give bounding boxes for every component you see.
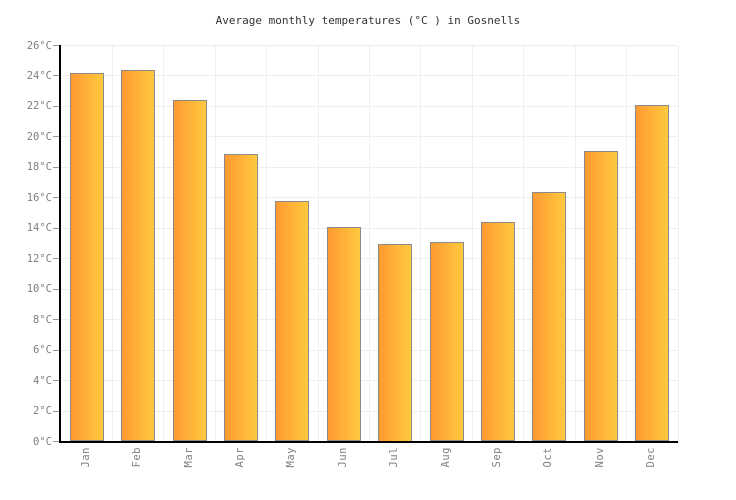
y-axis-label: 22°C <box>26 100 52 113</box>
v-gridline <box>317 45 319 442</box>
bar-oct <box>532 191 567 442</box>
y-axis-label: 10°C <box>26 283 52 296</box>
y-axis-tick <box>53 75 59 77</box>
y-axis-label: 26°C <box>26 39 52 52</box>
y-axis-tick <box>53 136 59 138</box>
x-axis-label-apr: Apr <box>233 446 246 467</box>
x-axis-label-jul: Jul <box>388 446 401 467</box>
bar-aug <box>429 241 464 442</box>
x-axis-label-dec: Dec <box>645 446 658 467</box>
x-axis-label-jun: Jun <box>336 446 349 467</box>
bar-feb <box>121 69 156 442</box>
v-gridline <box>111 45 113 442</box>
bar-nov <box>583 150 618 442</box>
bar-sep <box>481 222 516 442</box>
y-axis-label: 6°C <box>33 344 52 357</box>
bar-mar <box>172 100 207 442</box>
x-axis-label-feb: Feb <box>131 446 144 467</box>
x-axis-label-jan: Jan <box>79 446 92 467</box>
y-axis-tick <box>53 197 59 199</box>
v-gridline <box>574 45 576 442</box>
y-axis-label: 16°C <box>26 191 52 204</box>
y-axis-tick <box>53 227 59 229</box>
y-axis-tick <box>53 410 59 412</box>
x-axis-label-mar: Mar <box>182 446 195 467</box>
y-axis-tick <box>53 380 59 382</box>
y-axis-label: 14°C <box>26 222 52 235</box>
v-gridline <box>626 45 628 442</box>
y-axis-label: 8°C <box>33 313 52 326</box>
v-gridline <box>420 45 422 442</box>
v-gridline <box>369 45 370 442</box>
y-axis-label: 18°C <box>26 161 52 174</box>
y-axis-tick <box>53 105 59 107</box>
y-axis-tick <box>53 319 59 321</box>
bar-jun <box>326 226 361 442</box>
v-gridline <box>523 45 525 442</box>
y-axis-tick <box>53 45 59 46</box>
y-axis-label: 24°C <box>26 69 52 82</box>
x-axis-label-may: May <box>285 446 298 467</box>
v-gridline <box>471 45 473 442</box>
y-axis-line <box>59 44 61 443</box>
y-axis-label: 2°C <box>33 405 52 418</box>
x-axis-line <box>59 440 678 443</box>
y-axis-label: 0°C <box>33 435 52 448</box>
bar-jan <box>69 72 104 442</box>
v-gridline <box>163 45 165 442</box>
y-axis-label: 20°C <box>26 130 52 143</box>
y-axis-tick <box>53 258 59 260</box>
v-gridline <box>266 45 268 442</box>
y-axis-tick <box>53 349 59 351</box>
v-gridline <box>677 45 679 442</box>
y-axis-tick <box>53 166 59 168</box>
bar-dec <box>635 104 670 442</box>
chart-title: Average monthly temperatures (°C ) in Go… <box>215 14 521 27</box>
y-axis-tick <box>53 441 59 442</box>
v-gridline <box>214 45 216 442</box>
y-axis-label: 4°C <box>33 374 52 387</box>
x-axis-label-oct: Oct <box>542 446 555 467</box>
x-axis-label-aug: Aug <box>439 446 452 467</box>
y-axis-tick <box>53 288 59 290</box>
bar-jul <box>378 243 413 442</box>
x-axis-label-nov: Nov <box>593 446 606 467</box>
bar-apr <box>223 153 258 442</box>
x-axis-label-sep: Sep <box>491 446 504 467</box>
y-axis-label: 12°C <box>26 252 52 265</box>
bar-may <box>275 200 310 442</box>
